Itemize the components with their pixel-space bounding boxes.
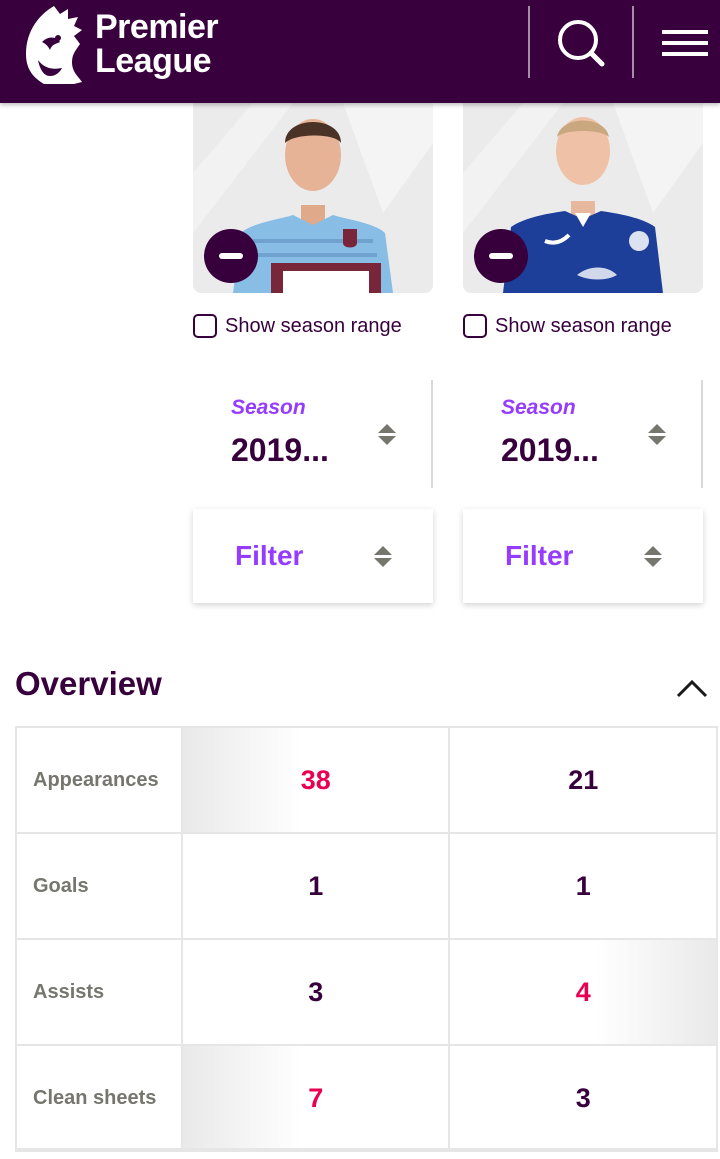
season-range-checkbox[interactable]: [463, 314, 487, 338]
season-range-label: Show season range: [225, 314, 402, 337]
sort-arrows-icon: [374, 546, 392, 568]
season-range-checkbox[interactable]: [193, 314, 217, 338]
season-select-label: Season: [231, 396, 306, 419]
header-divider: [632, 6, 634, 78]
brand-line-2: League: [95, 42, 212, 80]
player-2-stat-value: 3: [448, 1044, 718, 1152]
season-select-player-1[interactable]: Season 2019...: [193, 380, 433, 488]
next-row-edge: [15, 1148, 718, 1159]
stat-row: Appearances 38 21: [15, 726, 718, 834]
premier-league-lion-logo[interactable]: [18, 2, 90, 84]
filter-label: Filter: [505, 540, 574, 571]
season-select-player-2[interactable]: Season 2019...: [463, 380, 703, 488]
search-icon[interactable]: [548, 14, 612, 72]
remove-player-2-button[interactable]: [474, 229, 528, 283]
player-2-stat-value: 21: [448, 726, 718, 834]
season-range-label: Show season range: [495, 314, 672, 337]
player-2-stat-value: 4: [448, 938, 718, 1046]
sort-arrows-icon: [648, 424, 666, 446]
show-season-range-player-1[interactable]: Show season range: [193, 312, 402, 340]
player-1-photo: [193, 103, 433, 293]
player-1-image: [193, 103, 433, 293]
show-season-range-player-2[interactable]: Show season range: [463, 312, 672, 340]
site-header: Premier League: [0, 0, 720, 103]
stat-label: Goals: [15, 832, 183, 940]
season-divider: [431, 380, 433, 488]
stat-row: Goals 1 1: [15, 832, 718, 940]
header-divider: [528, 6, 530, 78]
sort-arrows-icon: [378, 424, 396, 446]
player-2-image: [463, 103, 703, 293]
player-1-stat-value: 38: [180, 726, 451, 834]
stat-label: Clean sheets: [15, 1044, 183, 1152]
player-2-photo: [463, 103, 703, 293]
brand-line-1: Premier: [95, 8, 219, 46]
overview-heading: Overview: [15, 665, 162, 702]
player-1-stat-value: 7: [180, 1044, 451, 1152]
sort-arrows-icon: [644, 546, 662, 568]
stat-label: Appearances: [15, 726, 183, 834]
filter-select-player-1[interactable]: Filter: [193, 509, 433, 603]
filter-label: Filter: [235, 540, 304, 571]
season-select-value: 2019...: [501, 432, 599, 468]
stat-label: Assists: [15, 938, 183, 1046]
brand-wordmark[interactable]: Premier League: [95, 8, 219, 80]
stat-row: Assists 3 4: [15, 938, 718, 1046]
season-divider: [701, 380, 703, 488]
player-2-stat-value: 1: [448, 832, 718, 940]
player-1-stat-value: 3: [180, 938, 451, 1046]
stat-row: Clean sheets 7 3: [15, 1044, 718, 1152]
filter-select-player-2[interactable]: Filter: [463, 509, 703, 603]
season-select-value: 2019...: [231, 432, 329, 468]
remove-player-1-button[interactable]: [204, 229, 258, 283]
overview-stats-table: Appearances 38 21 Goals 1 1 Assists 3 4 Clean she…: [15, 726, 718, 1152]
chevron-up-icon[interactable]: [672, 672, 712, 702]
hamburger-menu-icon[interactable]: [656, 20, 716, 66]
player-1-stat-value: 1: [180, 832, 451, 940]
season-select-label: Season: [501, 396, 576, 419]
